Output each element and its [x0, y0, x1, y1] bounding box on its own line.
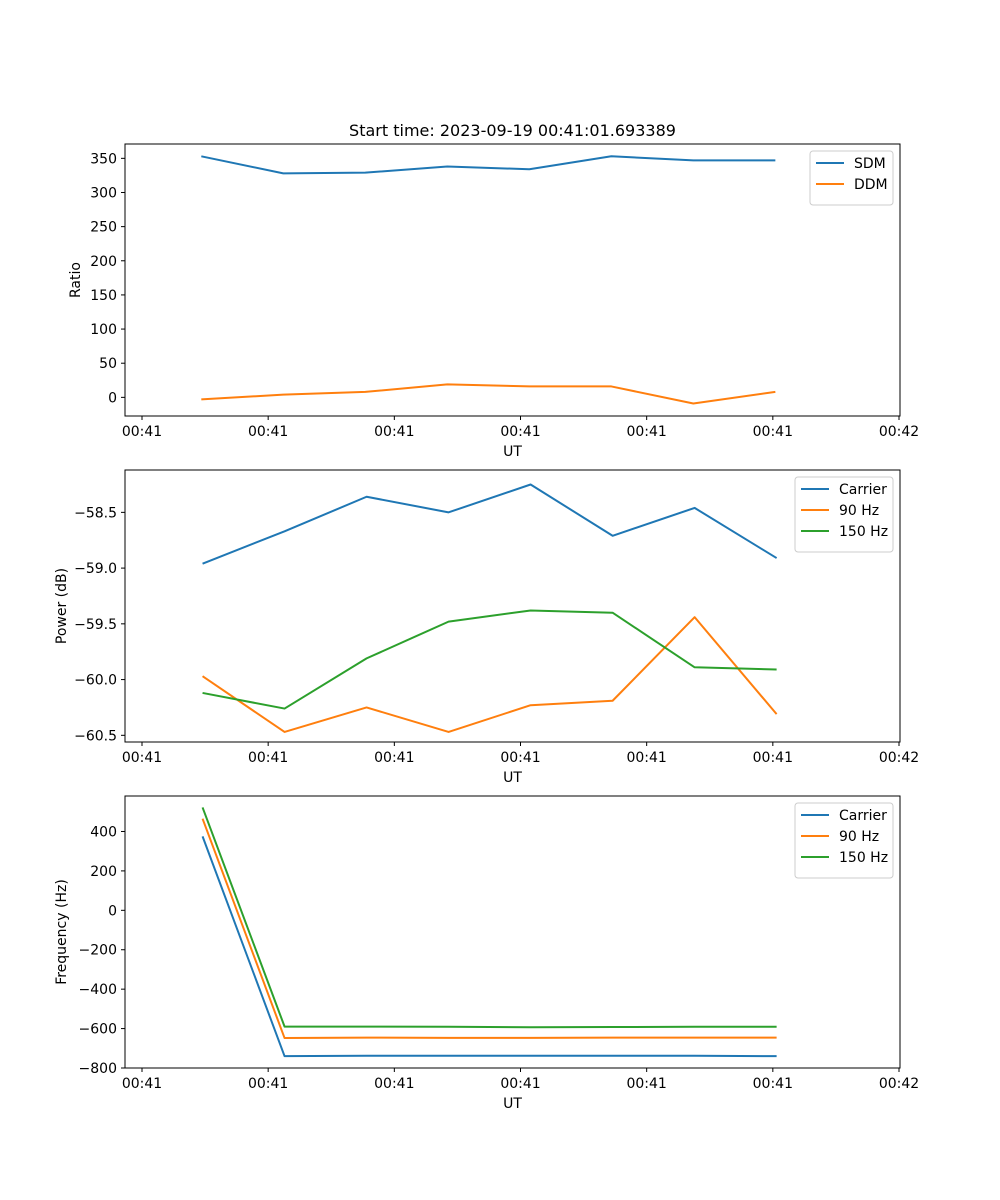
y-tick-label: −59.0	[74, 561, 117, 577]
legend	[794, 476, 894, 553]
x-tick-label: 00:41	[122, 750, 162, 766]
y-axis-label: Ratio	[68, 262, 84, 298]
x-tick-label: 00:41	[500, 424, 540, 440]
panel-1: 00:41 00:41 00:41 00:41 00:41 00:41 00:42 0 50 10…	[68, 143, 919, 460]
x-tick-label: 00:41	[374, 750, 414, 766]
x-tick-label: 00:41	[626, 424, 666, 440]
y-tick-label: −800	[79, 1061, 117, 1077]
x-tick-label: 00:41	[500, 1076, 540, 1092]
legend-label: 150 Hz	[839, 850, 888, 866]
y-tick-label: −600	[79, 1022, 117, 1038]
panel-2: 00:41 00:41 00:41 00:41 00:41 00:41 00:42 −60.5…	[54, 469, 919, 786]
legend-label: 150 Hz	[839, 524, 888, 540]
x-tick-label: 00:42	[879, 750, 919, 766]
y-tick-label: 50	[99, 356, 117, 372]
series-line-carrier	[202, 483, 778, 565]
x-tick-label: 00:42	[879, 424, 919, 440]
series-line-150-hz	[201, 807, 777, 1029]
legend-label: Carrier	[839, 808, 887, 824]
y-tick-label: −60.0	[74, 673, 117, 689]
x-tick-label: 00:41	[248, 1076, 288, 1092]
y-tick-label: 200	[90, 864, 117, 880]
x-axis-label: UT	[503, 1096, 522, 1112]
legend-label: 90 Hz	[839, 829, 879, 845]
series-line-90-hz	[201, 818, 777, 1040]
y-tick-label: 400	[90, 824, 117, 840]
legend	[809, 150, 894, 206]
series-line-ddm	[201, 383, 776, 405]
y-axis-label: Frequency (Hz)	[54, 879, 70, 985]
x-tick-label: 00:41	[500, 750, 540, 766]
legend	[794, 802, 894, 879]
y-tick-label: −200	[79, 943, 117, 959]
figure-title: Start time: 2023-09-19 00:41:01.693389	[349, 121, 676, 140]
x-tick-label: 00:41	[248, 424, 288, 440]
x-tick-label: 00:41	[374, 1076, 414, 1092]
y-tick-label: 100	[90, 322, 117, 338]
x-tick-label: 00:42	[879, 1076, 919, 1092]
plot-frame	[124, 469, 901, 743]
y-tick-label: −60.5	[74, 728, 117, 744]
x-axis-label: UT	[503, 770, 522, 786]
y-tick-label: −58.5	[74, 505, 117, 521]
plot-frame	[124, 143, 901, 417]
y-tick-label: 250	[90, 220, 117, 236]
y-tick-label: 200	[90, 254, 117, 270]
series-line-carrier	[201, 836, 777, 1058]
legend-label: DDM	[854, 177, 888, 193]
x-tick-label: 00:41	[248, 750, 288, 766]
x-axis-label: UT	[503, 444, 522, 460]
legend-label: Carrier	[839, 482, 887, 498]
x-tick-label: 00:41	[753, 1076, 793, 1092]
y-axis-label: Power (dB)	[54, 568, 70, 644]
series-line-150-hz	[202, 609, 777, 710]
y-tick-label: 300	[90, 185, 117, 201]
series-line-sdm	[201, 155, 776, 175]
x-tick-label: 00:41	[753, 424, 793, 440]
x-tick-label: 00:41	[374, 424, 414, 440]
legend-label: 90 Hz	[839, 503, 879, 519]
x-tick-label: 00:41	[626, 1076, 666, 1092]
legend-label: SDM	[854, 156, 886, 172]
y-tick-label: −400	[79, 982, 117, 998]
y-tick-label: 0	[108, 903, 117, 919]
series-line-90-hz	[201, 616, 778, 733]
y-tick-label: −59.5	[74, 617, 117, 633]
x-tick-label: 00:41	[626, 750, 666, 766]
x-tick-label: 00:41	[753, 750, 793, 766]
y-tick-label: 0	[108, 390, 117, 406]
y-tick-label: 150	[90, 288, 117, 304]
panel-3: 00:41 00:41 00:41 00:41 00:41 00:41 00:42 −800 −…	[54, 795, 919, 1112]
x-tick-label: 00:41	[122, 1076, 162, 1092]
plot-frame	[124, 795, 901, 1069]
x-tick-label: 00:41	[122, 424, 162, 440]
y-tick-label: 350	[90, 151, 117, 167]
